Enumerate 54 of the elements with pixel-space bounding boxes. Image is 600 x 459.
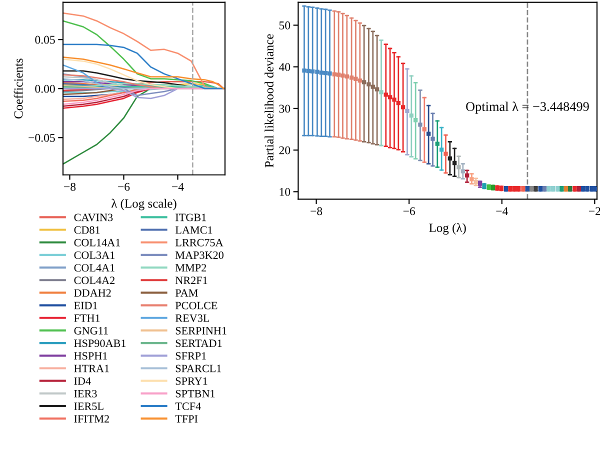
legend-label: PCOLCE [175, 302, 218, 310]
legend-label: CD81 [74, 226, 100, 234]
y-tick-label: −0.05 [28, 134, 55, 142]
legend-label: SERPINH1 [176, 327, 226, 334]
legend-label: COL4A1 [74, 264, 114, 272]
legend-label: MMP2 [175, 264, 206, 272]
x-tick-label: −4 [496, 207, 508, 216]
legend-label: SPARCL1 [176, 364, 222, 372]
y-tick-label: 50 [279, 21, 290, 30]
legend-label: SERTAD1 [176, 340, 222, 348]
y-tick-label: 0.05 [35, 36, 55, 44]
legend-label: REV3L [175, 314, 210, 322]
y-tick-label: 30 [279, 104, 290, 113]
x-tick-label: −6 [403, 207, 416, 216]
x-axis-title: λ (Log scale) [111, 198, 176, 210]
legend-label: MAP3K20 [175, 251, 224, 259]
legend-label: FTH1 [74, 314, 100, 322]
y-tick-label: 40 [278, 63, 290, 72]
legend-label: IER3 [74, 390, 97, 398]
legend-label: SPRY1 [176, 377, 208, 385]
legend-label: PAM [175, 289, 198, 297]
x-tick-label: −4 [172, 182, 184, 191]
legend-label: IFITM2 [74, 415, 109, 422]
y-axis-title: Coefficients [14, 58, 23, 119]
y-tick-label: 20 [279, 146, 290, 154]
legend-label: COL3A1 [74, 251, 114, 259]
legend-label: HSP90AB1 [74, 340, 126, 348]
x-axis-title: Log (λ) [429, 223, 466, 235]
x-tick-label: −6 [118, 182, 130, 191]
legend-label: EID1 [74, 302, 98, 310]
legend-label: COL14A1 [74, 238, 120, 246]
x-tick-label: −2 [588, 207, 600, 216]
legend-label: LRRC75A [175, 238, 224, 246]
legend-label: HSPH1 [74, 352, 108, 360]
legend-label: ID4 [74, 377, 91, 385]
y-axis-title: Partial likelihood deviance [264, 34, 274, 168]
legend-label: SPTBN1 [176, 390, 215, 398]
y-tick-label: 10 [280, 188, 290, 196]
legend-label: TCF4 [175, 402, 201, 410]
ref-line-label: Optimal λ = −3.448499 [466, 102, 589, 114]
legend-label: CAVIN3 [74, 214, 113, 222]
x-tick-label: −8 [310, 207, 322, 216]
legend-label: GNG11 [74, 327, 108, 334]
legend-label: IER5L [74, 402, 104, 410]
legend-label: HTRA1 [74, 364, 109, 372]
legend-label: ITGB1 [176, 214, 206, 222]
legend-label: SFRP1 [176, 352, 206, 360]
legend-label: NR2F1 [175, 276, 208, 284]
y-tick-label: 0.00 [35, 84, 55, 93]
legend-label: DDAH2 [74, 289, 111, 297]
legend-label: COL4A2 [74, 276, 115, 284]
legend-label: TFPI [175, 415, 198, 422]
legend-label: LAMC1 [175, 226, 212, 234]
x-tick-label: −8 [64, 182, 76, 191]
